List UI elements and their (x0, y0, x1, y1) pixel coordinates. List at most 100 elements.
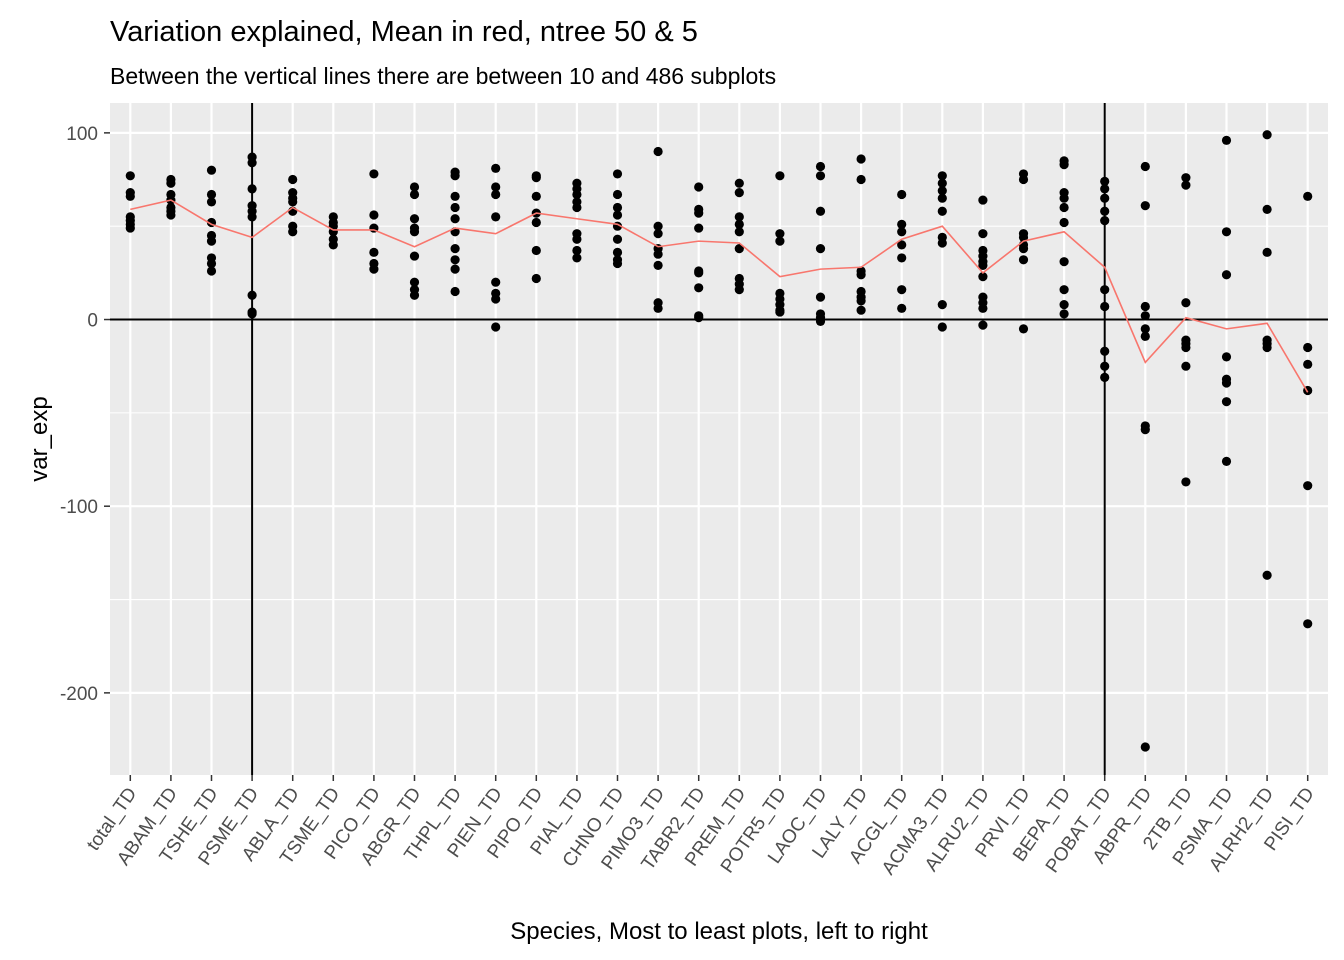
data-point (1100, 301, 1110, 312)
data-point (1303, 481, 1313, 491)
data-point (1181, 180, 1191, 190)
data-point (978, 303, 988, 313)
data-point (1221, 352, 1232, 362)
data-point (1140, 311, 1150, 321)
x-axis-title: Species, Most to least plots, left to ri… (510, 918, 928, 945)
data-point (1059, 217, 1069, 228)
data-point (937, 178, 947, 188)
data-point (653, 229, 663, 239)
mean-line-group (130, 199, 1309, 393)
mean-line (130, 199, 1309, 393)
data-point (450, 255, 460, 265)
data-point (369, 264, 379, 274)
data-point (409, 290, 420, 300)
chart-title: Variation explained, Mean in red, ntree … (110, 16, 698, 48)
data-point (1100, 285, 1110, 295)
data-point (1100, 193, 1110, 203)
data-point (1018, 244, 1029, 254)
data-point (1059, 193, 1069, 203)
chart-subtitle: Between the vertical lines there are bet… (110, 63, 776, 89)
data-point (1221, 227, 1232, 237)
data-point (166, 210, 176, 220)
data-point (450, 264, 460, 274)
data-point (206, 266, 217, 276)
data-point (1140, 324, 1150, 334)
x-axis: total_TDABAM_TDTSHE_TDPSME_TDABLA_TDTSME… (83, 775, 1319, 879)
data-point (491, 322, 501, 332)
data-point (409, 251, 420, 261)
data-point (1140, 201, 1150, 211)
data-point (694, 208, 704, 218)
data-point (653, 260, 663, 270)
data-point (1140, 161, 1150, 172)
y-tick-label: 100 (66, 124, 98, 145)
data-point (572, 202, 582, 213)
data-point (1221, 397, 1232, 407)
data-point (572, 189, 582, 200)
data-point (775, 229, 785, 239)
data-point (369, 169, 379, 179)
data-point (1100, 216, 1110, 226)
data-point (612, 234, 623, 244)
data-point (897, 227, 907, 237)
data-point (734, 219, 744, 229)
data-point (1181, 298, 1191, 308)
data-point (897, 253, 907, 263)
data-point (1303, 342, 1313, 353)
data-point (815, 206, 826, 216)
data-point (856, 270, 866, 280)
data-point (1018, 232, 1029, 242)
data-point (775, 171, 785, 181)
data-point (206, 258, 217, 269)
data-point (937, 300, 947, 310)
data-point (450, 171, 460, 181)
data-point (937, 238, 947, 248)
data-point (1140, 742, 1150, 752)
data-point (491, 189, 501, 200)
data-point (694, 313, 704, 323)
data-point (897, 219, 907, 229)
data-point (531, 245, 541, 256)
data-point (612, 247, 623, 257)
data-point (653, 303, 663, 313)
data-point (612, 189, 623, 200)
data-point (856, 174, 866, 185)
data-point (1059, 309, 1069, 319)
data-point (247, 290, 257, 300)
data-point (409, 277, 420, 287)
data-point (491, 212, 501, 222)
data-point (491, 163, 501, 173)
data-point (937, 206, 947, 216)
data-point (206, 189, 217, 200)
data-point (612, 258, 623, 269)
data-point (815, 292, 826, 302)
data-point (1018, 174, 1029, 185)
data-point (1262, 342, 1272, 353)
data-point (409, 227, 420, 237)
plot-panel (110, 103, 1328, 775)
data-point (978, 260, 988, 270)
data-point (1262, 247, 1272, 257)
data-point (531, 273, 541, 284)
data-point (1059, 202, 1069, 213)
data-point (572, 245, 582, 256)
data-point (978, 195, 988, 205)
data-point (1100, 206, 1110, 216)
data-point (897, 189, 907, 200)
data-point (1303, 191, 1313, 201)
data-point (1100, 346, 1110, 356)
data-point (247, 184, 257, 194)
data-point (1303, 619, 1313, 629)
data-point (1100, 184, 1110, 194)
data-point (125, 171, 135, 181)
data-point (450, 286, 460, 297)
y-axis: 100 0 -100 -200 (60, 124, 110, 705)
data-point (734, 227, 744, 237)
data-point (734, 212, 744, 222)
data-point (734, 244, 744, 254)
y-tick-label: -100 (60, 497, 98, 518)
data-point (1059, 160, 1069, 170)
data-point (450, 244, 460, 254)
data-point (572, 234, 582, 244)
